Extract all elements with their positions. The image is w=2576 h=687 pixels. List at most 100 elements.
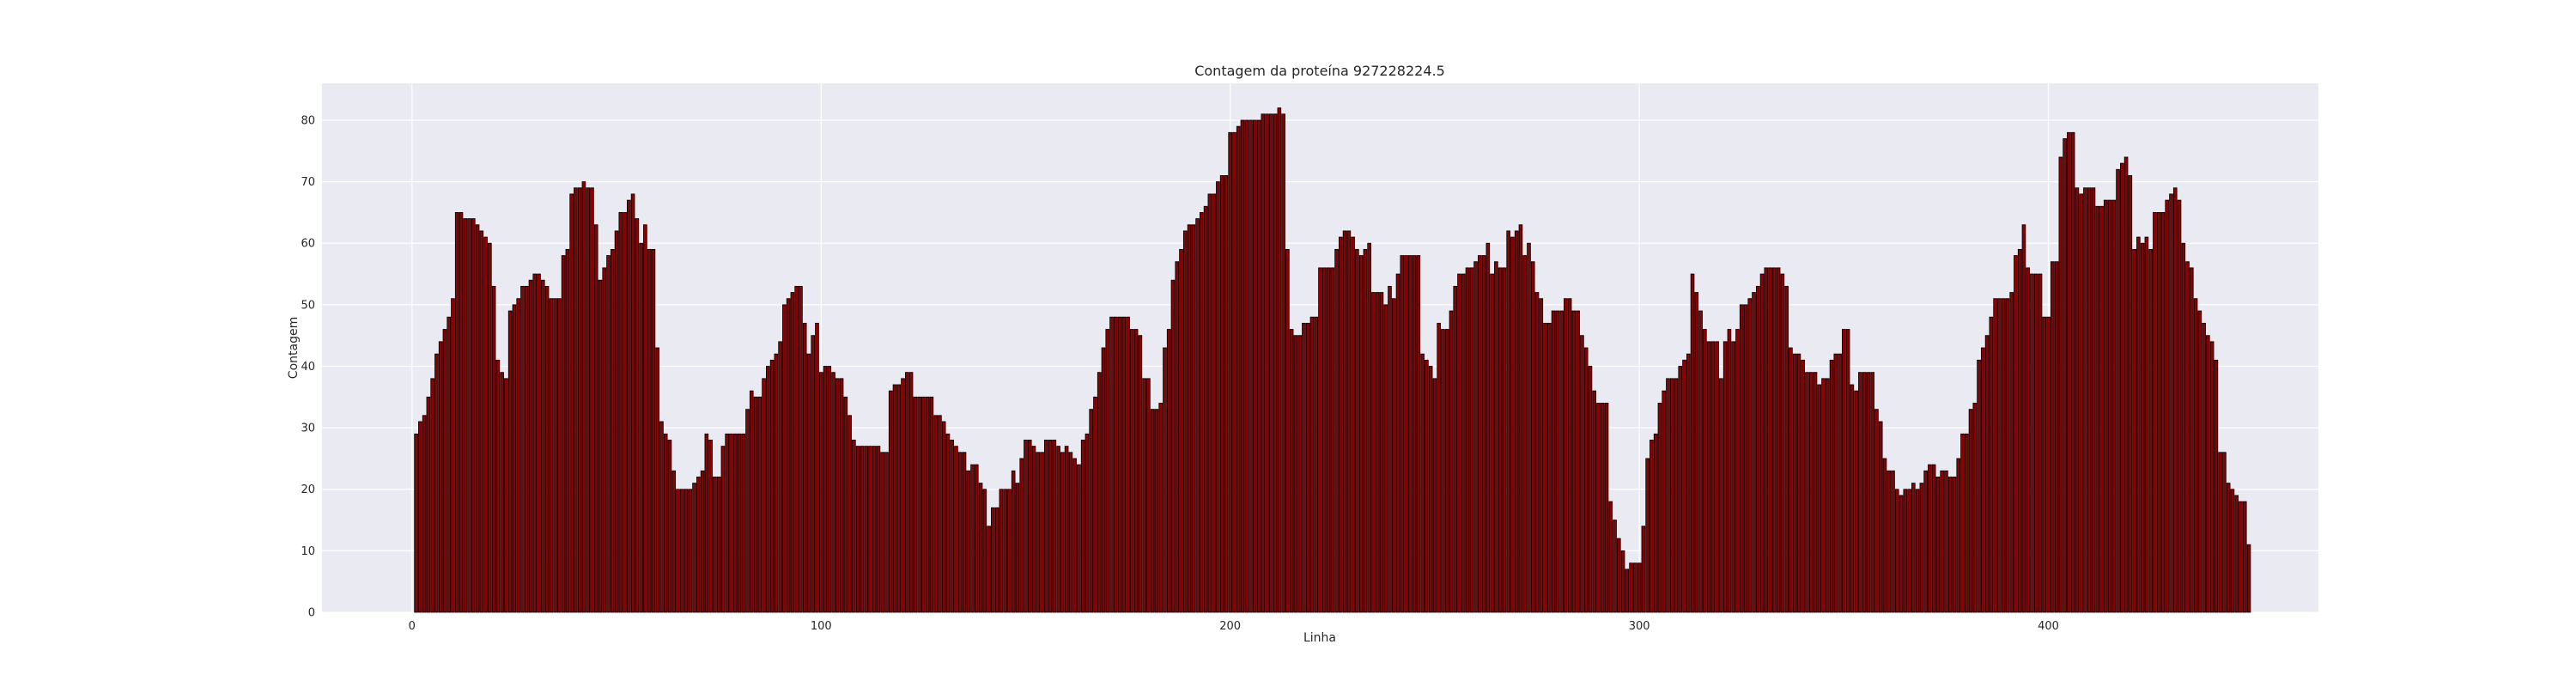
bar [1886, 470, 1892, 613]
bar [1117, 316, 1122, 613]
bar [1355, 248, 1359, 613]
bar [2160, 212, 2166, 613]
bar [766, 366, 770, 613]
bar [537, 273, 541, 613]
bar [823, 366, 828, 613]
bar [1371, 292, 1376, 613]
bar [1944, 470, 1948, 613]
bar [1048, 440, 1053, 613]
bar [1277, 107, 1282, 613]
bar [1555, 310, 1560, 613]
bar [2042, 316, 2047, 613]
bar [1216, 181, 1220, 613]
bar [954, 446, 958, 613]
y-axis-label: Contagem [287, 317, 301, 379]
bar [2030, 273, 2034, 613]
x-axis-ticks: 0 100 200 300 400 [409, 620, 2059, 633]
bar [2017, 248, 2022, 613]
bar [586, 187, 590, 613]
bar [1952, 477, 1957, 613]
bar [1633, 562, 1637, 613]
bar [1019, 458, 1024, 613]
bar [676, 489, 680, 613]
bar [2185, 261, 2190, 613]
bar [1891, 470, 1895, 613]
bar [1735, 329, 1740, 613]
bar [1719, 378, 1723, 613]
bar [1109, 316, 1114, 613]
bar [679, 489, 684, 613]
bar [1334, 248, 1339, 613]
bar [549, 298, 554, 613]
bar [471, 218, 476, 613]
bar [1759, 273, 1765, 613]
bar [1064, 446, 1069, 613]
bar [1551, 310, 1556, 613]
bar [921, 396, 926, 613]
x-tick-label: 200 [1219, 620, 1241, 633]
bar [1187, 224, 1192, 613]
bar [1024, 440, 1028, 613]
bar [1543, 322, 1547, 613]
bar [978, 483, 983, 613]
bar [917, 396, 921, 613]
bar [848, 415, 852, 613]
bar [1956, 458, 1961, 613]
bar [516, 298, 520, 613]
bar [1379, 292, 1384, 613]
bar [1534, 292, 1540, 613]
bar [1256, 119, 1261, 613]
bar [974, 464, 979, 613]
bar [1518, 224, 1523, 613]
bar [1502, 267, 1507, 613]
bar [2193, 298, 2198, 613]
bar [1862, 372, 1867, 613]
bar [2095, 205, 2100, 613]
bar [2063, 138, 2067, 613]
bar [1342, 230, 1347, 613]
bar [1641, 526, 1646, 613]
bar [1449, 310, 1454, 613]
bar [999, 489, 1004, 613]
bar [1669, 378, 1674, 613]
bar [811, 335, 816, 613]
bar [852, 440, 856, 613]
bar [2009, 292, 2014, 613]
bar [1928, 464, 1932, 613]
bar [1302, 322, 1306, 613]
bar [938, 415, 942, 613]
bar [1964, 433, 1969, 613]
bar [1498, 267, 1503, 613]
bar [1546, 322, 1552, 613]
bar [725, 433, 729, 613]
y-tick-label: 50 [301, 299, 315, 312]
bar [2177, 199, 2182, 613]
bar [2169, 193, 2173, 613]
bar [623, 212, 627, 613]
x-tick-label: 100 [811, 620, 832, 633]
bar [839, 378, 844, 613]
bar [1682, 359, 1686, 613]
bar [2234, 495, 2239, 613]
bar [1249, 119, 1253, 613]
x-tick-label: 0 [409, 620, 416, 633]
bar [495, 359, 501, 613]
bar [1874, 409, 1879, 613]
bar [602, 267, 607, 613]
bar [1977, 359, 1981, 613]
y-tick-label: 80 [301, 114, 315, 127]
bar [1703, 329, 1707, 613]
bar [1469, 267, 1474, 613]
x-tick-label: 400 [2038, 620, 2059, 633]
bar [1367, 242, 1371, 613]
bar [463, 218, 468, 613]
bar [2033, 273, 2038, 613]
bar [1899, 495, 1904, 613]
bar [901, 378, 905, 613]
bar [757, 396, 762, 613]
bar [488, 242, 492, 613]
bar [749, 390, 754, 613]
bar [1997, 298, 2002, 613]
bar [1882, 458, 1887, 613]
bar [1130, 329, 1134, 613]
